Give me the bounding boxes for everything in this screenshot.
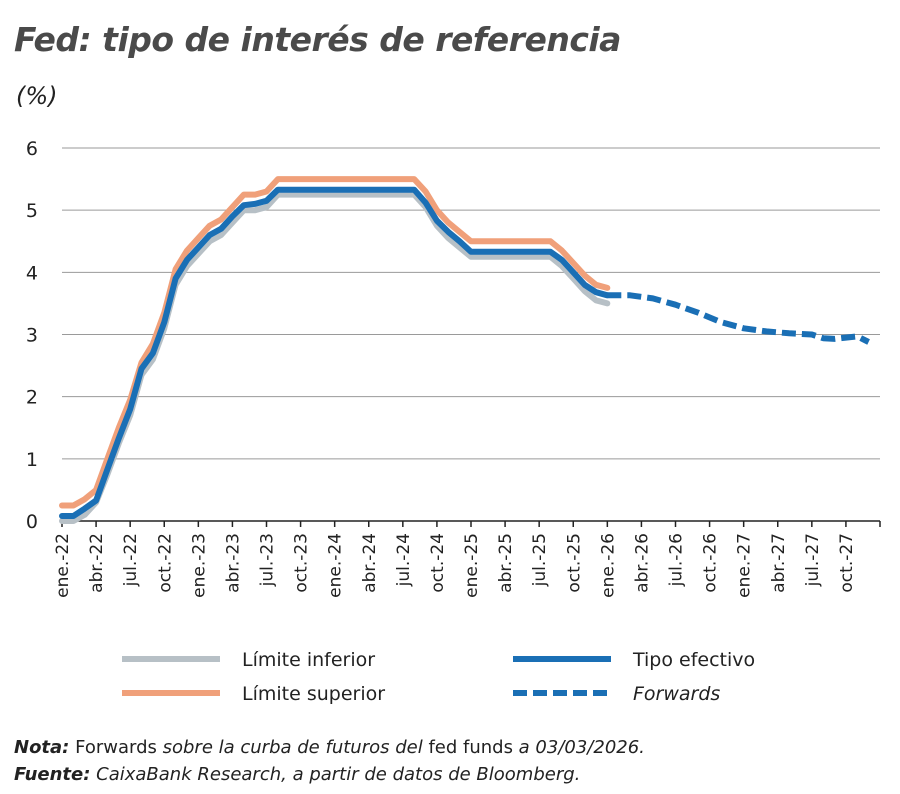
x-tick-label-19: oct.-26 bbox=[701, 533, 721, 593]
chart-title: Fed: tipo de interés de referencia bbox=[14, 20, 621, 59]
series-l-mite-superior bbox=[59, 176, 611, 509]
x-tick-label-6: jul.-23 bbox=[258, 533, 278, 587]
legend-label-tipo-efectivo: Tipo efectivo bbox=[632, 649, 755, 671]
x-tick-label-16: ene.-26 bbox=[598, 533, 618, 598]
nota-line: Nota: Forwards sobre la curba de futuros… bbox=[14, 734, 645, 761]
x-tick-label-5: abr.-23 bbox=[223, 533, 243, 593]
x-tick-label-8: ene.-24 bbox=[326, 533, 346, 598]
legend-label-forwards: Forwards bbox=[633, 683, 720, 705]
fuente-text: CaixaBank Research, a partir de datos de… bbox=[90, 764, 581, 785]
x-tick-label-17: abr.-26 bbox=[632, 533, 652, 593]
x-tick-label-12: ene.-25 bbox=[462, 533, 482, 598]
x-tick-label-1: abr.-22 bbox=[87, 533, 107, 593]
y-tick-label-6: 6 bbox=[26, 138, 38, 160]
x-tick-label-15: oct.-25 bbox=[564, 533, 584, 593]
x-tick-label-13: abr.-25 bbox=[496, 533, 516, 593]
x-tick-label-14: jul.-25 bbox=[530, 533, 550, 587]
nota-label: Nota: bbox=[14, 737, 70, 758]
x-tick-label-7: oct.-23 bbox=[292, 533, 312, 593]
x-tick-label-9: abr.-24 bbox=[360, 533, 380, 593]
fuente-line: Fuente: CaixaBank Research, a partir de … bbox=[14, 761, 645, 788]
series-forwards bbox=[607, 292, 870, 345]
x-tick-label-20: ene.-27 bbox=[735, 533, 755, 598]
series-tipo-efectivo bbox=[59, 186, 611, 519]
x-tick-label-3: oct.-22 bbox=[155, 533, 175, 593]
series-lines bbox=[59, 176, 870, 524]
x-tick-label-22: jul.-27 bbox=[803, 533, 823, 587]
legend-label-l-mite-inferior: Límite inferior bbox=[242, 649, 375, 671]
unit-label: (%) bbox=[16, 82, 58, 110]
y-tick-label-0: 0 bbox=[26, 511, 38, 533]
y-tick-label-5: 5 bbox=[26, 200, 38, 222]
y-tick-label-3: 3 bbox=[26, 325, 38, 347]
nota-part-1: Forwards bbox=[75, 737, 157, 758]
legend-label-l-mite-superior: Límite superior bbox=[242, 683, 385, 705]
x-axis-ticks: ene.-22 abr.-22 jul.-22 oct.-22 ene.-23 abr.-… bbox=[53, 521, 881, 598]
x-tick-label-21: abr.-27 bbox=[769, 533, 789, 593]
fuente-label: Fuente: bbox=[14, 764, 91, 785]
legend: Límite inferior Límite superior Tipo efect… bbox=[122, 649, 755, 705]
x-tick-label-18: jul.-26 bbox=[667, 533, 687, 587]
grid-lines bbox=[62, 147, 880, 522]
y-tick-label-1: 1 bbox=[26, 449, 38, 471]
x-tick-label-2: jul.-22 bbox=[121, 533, 141, 587]
x-tick-label-11: oct.-24 bbox=[428, 533, 448, 593]
y-axis-ticks: 0 1 2 3 4 5 6 bbox=[26, 138, 38, 533]
nota-part-4: a 03/03/2026. bbox=[512, 737, 645, 758]
x-tick-label-23: oct.-27 bbox=[837, 533, 857, 593]
x-tick-label-0: ene.-22 bbox=[53, 533, 73, 598]
y-tick-label-4: 4 bbox=[26, 262, 38, 284]
nota-part-3: fed funds bbox=[428, 737, 513, 758]
x-tick-label-10: jul.-24 bbox=[394, 533, 414, 587]
y-tick-label-2: 2 bbox=[26, 387, 38, 409]
nota-part-2: sobre la curba de futuros del bbox=[156, 737, 429, 758]
notes: Nota: Forwards sobre la curba de futuros… bbox=[14, 734, 645, 788]
x-tick-label-4: ene.-23 bbox=[189, 533, 209, 598]
